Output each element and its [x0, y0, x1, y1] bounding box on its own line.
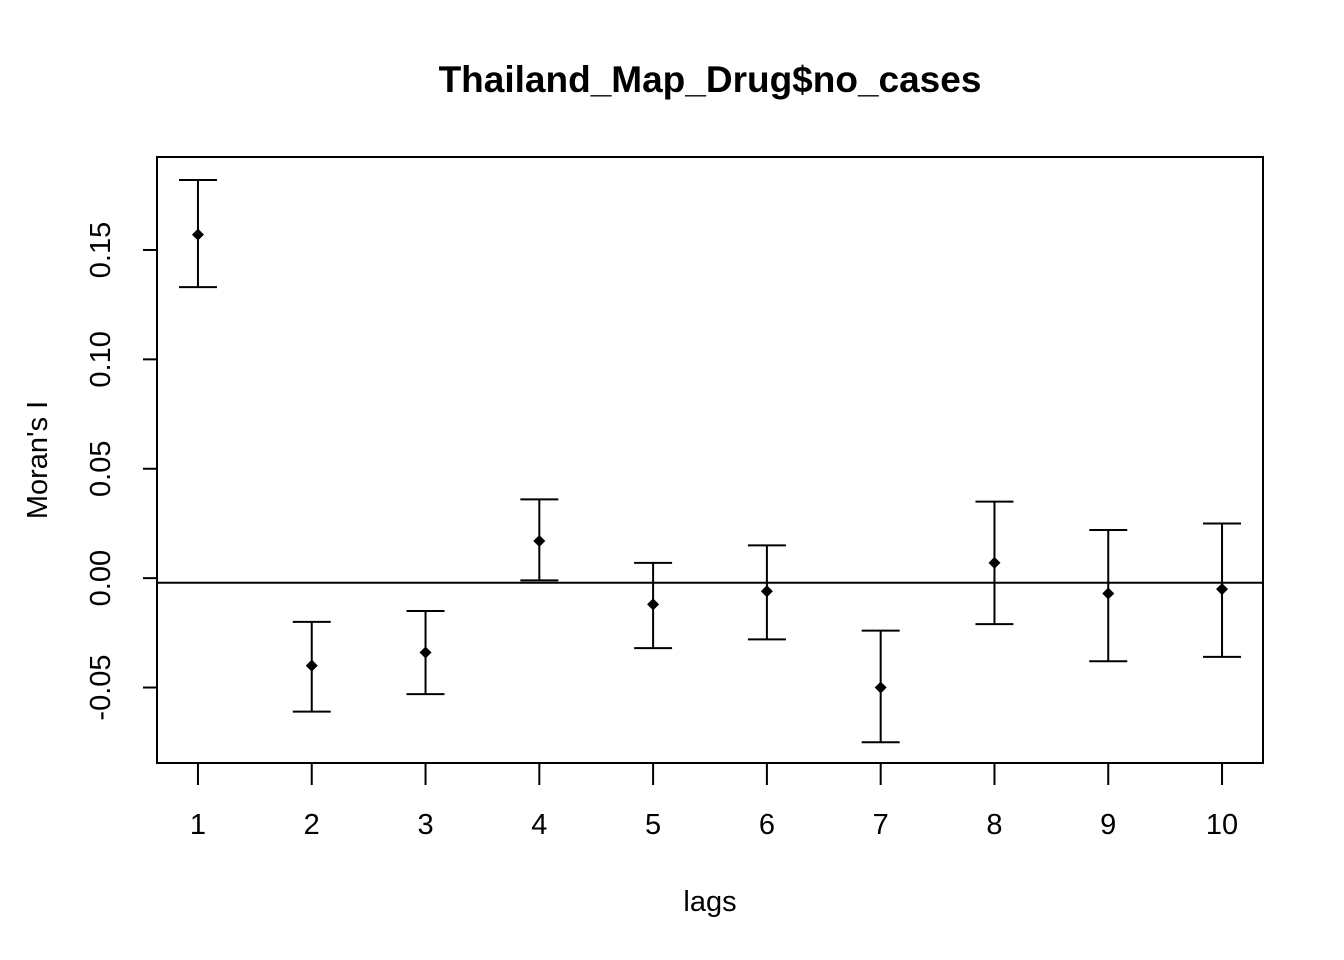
x-tick-label: 10	[1206, 809, 1238, 841]
plot-frame	[156, 156, 1264, 764]
y-axis-label: Moran's I	[22, 401, 54, 519]
data-point	[533, 534, 546, 547]
x-axis: 1 2 3 4 5 6 7 8 9 10	[190, 763, 1238, 841]
x-tick-label: 7	[873, 809, 889, 841]
data-point	[419, 646, 432, 659]
data-point	[988, 556, 1001, 569]
data-point	[1216, 583, 1229, 596]
x-tick-label: 1	[190, 809, 206, 841]
x-tick-label: 3	[417, 809, 433, 841]
y-axis: -0.05 0.00 0.05 0.10 0.15	[85, 222, 157, 721]
x-tick-label: 9	[1100, 809, 1116, 841]
y-tick-label: 0.10	[85, 331, 117, 387]
x-tick-label: 2	[304, 809, 320, 841]
data-points	[191, 228, 1229, 694]
error-bars	[178, 178, 1242, 744]
data-point	[1102, 587, 1115, 600]
y-tick-label: 0.15	[85, 222, 117, 278]
y-tick-label: -0.05	[85, 654, 117, 720]
data-point	[191, 228, 204, 241]
y-tick-label: 0.05	[85, 441, 117, 497]
x-tick-label: 5	[645, 809, 661, 841]
x-tick-label: 6	[759, 809, 775, 841]
chart-title: Thailand_Map_Drug$no_cases	[439, 59, 982, 100]
y-tick-label: 0.00	[85, 550, 117, 606]
x-tick-label: 8	[986, 809, 1002, 841]
data-point	[305, 659, 318, 672]
data-point	[760, 585, 773, 598]
x-tick-label: 4	[531, 809, 547, 841]
x-axis-label: lags	[683, 886, 736, 918]
data-point	[647, 598, 660, 611]
data-point	[874, 681, 887, 694]
